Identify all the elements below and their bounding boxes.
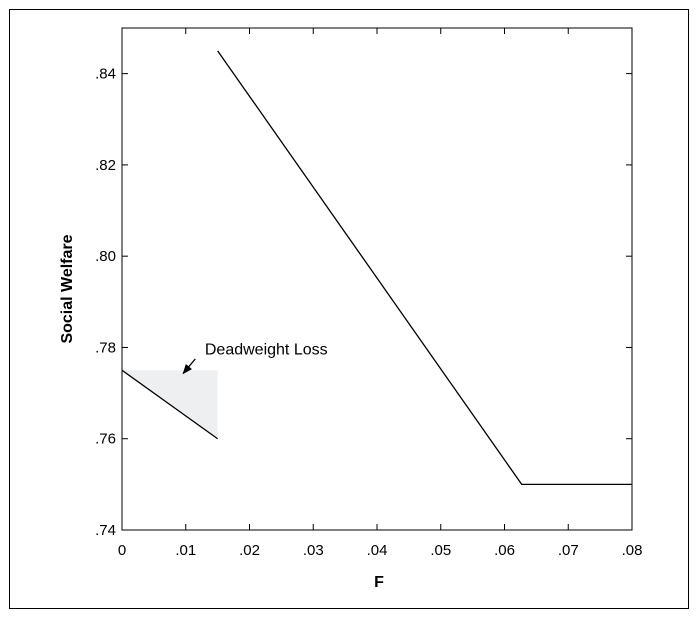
y-tick-label: .80 [95,248,116,265]
y-tick-label: .76 [95,431,116,448]
x-tick-label: .01 [175,542,196,559]
y-axis-title: Social Welfare [59,234,76,343]
annotation-arrow [182,358,196,375]
x-tick-label: .05 [430,542,451,559]
y-tick-label: .84 [95,66,116,83]
x-axis-title: F [374,574,384,591]
annotation-label: Deadweight Loss [205,341,328,358]
x-tick-label: 0 [118,542,126,559]
welfare-line-1 [121,369,219,440]
x-tick-label: .02 [239,542,260,559]
y-tick-label: .78 [95,339,116,356]
figure-frame [9,9,689,609]
welfare-line-2 [217,50,632,486]
x-tick-label: .06 [494,542,515,559]
x-tick-label: .04 [367,542,388,559]
x-tick-label: .07 [558,542,579,559]
y-tick-label: .74 [95,522,116,539]
y-tick-label: .82 [95,157,116,174]
x-tick-label: .03 [303,542,324,559]
x-tick-label: .08 [622,542,643,559]
